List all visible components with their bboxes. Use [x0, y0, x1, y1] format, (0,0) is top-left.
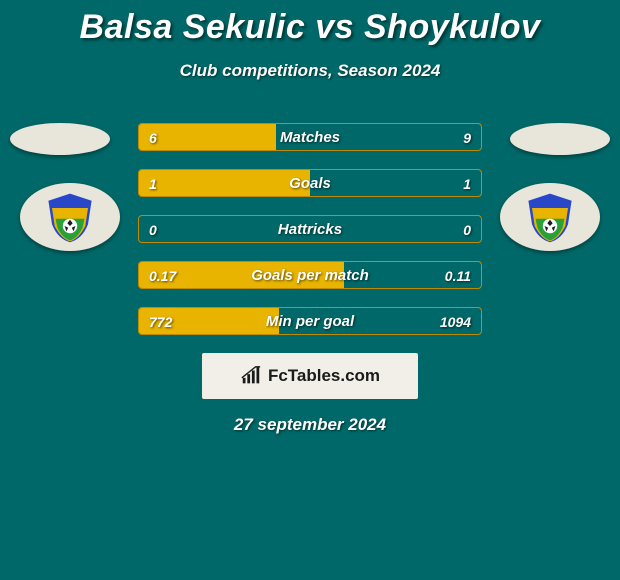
fctables-logo: FcTables.com [202, 353, 418, 399]
shield-icon [523, 190, 577, 244]
stat-label: Goals [139, 170, 481, 197]
logo-text: FcTables.com [268, 366, 380, 386]
stat-label: Goals per match [139, 262, 481, 289]
subtitle: Club competitions, Season 2024 [0, 61, 620, 81]
stat-label: Min per goal [139, 308, 481, 335]
stat-bars: 69Matches 11Goals 00Hattricks 0.170.11Goals… [138, 123, 482, 335]
stat-row: 11Goals [138, 169, 482, 197]
stat-label: Matches [139, 124, 481, 151]
shield-icon [43, 190, 97, 244]
stat-row: 0.170.11Goals per match [138, 261, 482, 289]
stat-row: 00Hattricks [138, 215, 482, 243]
page-title: Balsa Sekulic vs Shoykulov [0, 0, 620, 47]
comparison-area: 69Matches 11Goals 00Hattricks 0.170.11Goals… [0, 123, 620, 435]
player-right-avatar [510, 123, 610, 155]
stat-row: 69Matches [138, 123, 482, 151]
club-badge-right [500, 183, 600, 251]
player-left-avatar [10, 123, 110, 155]
date-label: 27 september 2024 [0, 415, 620, 435]
club-badge-left [20, 183, 120, 251]
stat-row: 7721094Min per goal [138, 307, 482, 335]
stat-label: Hattricks [139, 216, 481, 243]
bar-chart-icon [240, 365, 262, 387]
